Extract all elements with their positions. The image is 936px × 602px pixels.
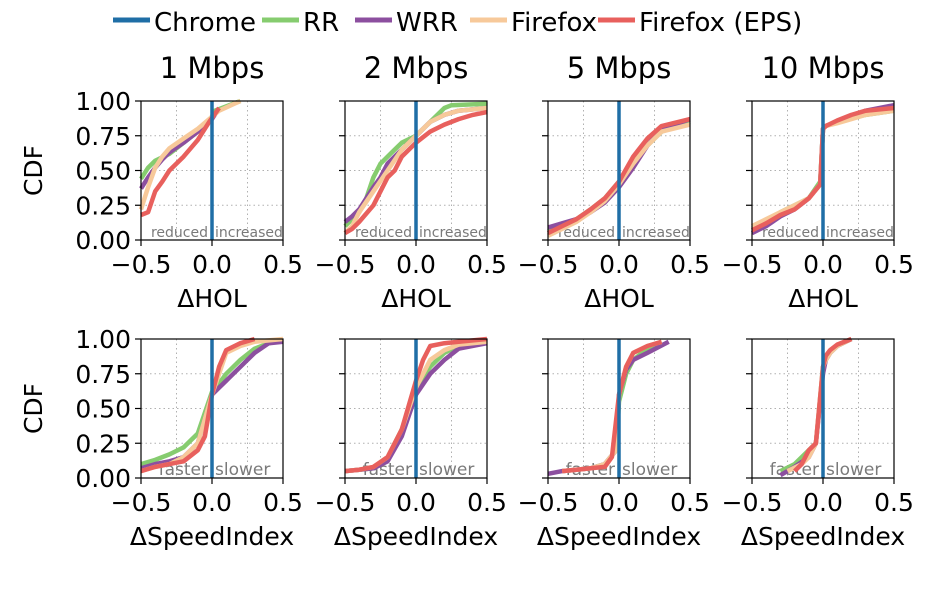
y-tick-label: 0.50 (75, 395, 131, 424)
x-tick-label: −0.5 (111, 250, 172, 279)
x-tick-label: −0.5 (722, 250, 783, 279)
x-axis-label: ΔHOL (788, 284, 858, 313)
y-tick-label: 0.50 (75, 157, 131, 186)
x-axis-label: ΔHOL (584, 284, 654, 313)
x-tick-label: 0.0 (396, 488, 436, 517)
x-tick-label: 0.5 (467, 488, 507, 517)
region-label-right: slower (419, 460, 474, 480)
region-label-right: increased (215, 225, 283, 241)
x-axis-label: ΔHOL (381, 284, 451, 313)
region-label-right: slower (215, 460, 270, 480)
column-title: 5 Mbps (567, 51, 672, 85)
x-axis-label: ΔSpeedIndex (334, 522, 498, 551)
legend-label-0: Chrome (154, 8, 256, 38)
x-tick-label: 0.5 (263, 488, 303, 517)
x-tick-label: −0.5 (518, 488, 579, 517)
panel-r0-c1: 2 Mbps reduced increased −0.5 0.0 0.5 ΔHOL (315, 51, 507, 313)
x-tick-label: 0.5 (874, 488, 914, 517)
x-tick-label: −0.5 (315, 250, 376, 279)
x-tick-label: 0.0 (599, 250, 639, 279)
x-tick-label: 0.0 (803, 488, 843, 517)
x-tick-label: 0.5 (263, 250, 303, 279)
series-rr-line (780, 339, 851, 471)
legend: Chrome RR WRR Firefox Firefox (EPS) (113, 8, 802, 38)
y-axis-label: CDF (19, 383, 48, 434)
region-label-left: reduced (355, 225, 412, 241)
panel-r0-c3: 10 Mbps reduced increased −0.5 0.0 0.5 ΔHOL (722, 51, 914, 313)
x-axis-label: ΔHOL (177, 284, 247, 313)
column-title: 1 Mbps (160, 51, 265, 85)
y-tick-label: 0.75 (75, 122, 131, 151)
x-axis-label: ΔSpeedIndex (537, 522, 701, 551)
region-label-right: slower (826, 460, 881, 480)
series-firefox-eps-line (562, 342, 661, 471)
legend-label-4: Firefox (EPS) (639, 8, 802, 38)
series-wrr-line (548, 342, 669, 474)
region-label-left: reduced (151, 225, 208, 241)
x-axis-label: ΔSpeedIndex (741, 522, 905, 551)
legend-label-1: RR (303, 8, 339, 38)
column-title: 10 Mbps (761, 51, 884, 85)
y-tick-label: 1.00 (75, 87, 131, 116)
y-tick-label: 1.00 (75, 325, 131, 354)
x-axis-label: ΔSpeedIndex (130, 522, 294, 551)
region-label-right: increased (419, 225, 487, 241)
x-tick-label: 0.0 (192, 250, 232, 279)
x-tick-label: −0.5 (518, 250, 579, 279)
y-tick-label: 0.75 (75, 360, 131, 389)
legend-label-2: WRR (396, 8, 458, 38)
x-tick-label: −0.5 (722, 488, 783, 517)
x-tick-label: 0.0 (599, 488, 639, 517)
x-tick-label: 0.0 (192, 488, 232, 517)
legend-label-3: Firefox (511, 8, 597, 38)
cdf-figure: Chrome RR WRR Firefox Firefox (EPS) 1 Mbps red… (0, 0, 936, 602)
x-tick-label: 0.5 (874, 250, 914, 279)
x-tick-label: 0.5 (467, 250, 507, 279)
x-tick-label: 0.5 (670, 250, 710, 279)
x-tick-label: −0.5 (111, 488, 172, 517)
column-title: 2 Mbps (364, 51, 469, 85)
x-tick-label: 0.0 (803, 250, 843, 279)
x-tick-label: −0.5 (315, 488, 376, 517)
region-label-right: slower (622, 460, 677, 480)
y-tick-label: 0.25 (75, 429, 131, 458)
region-label-left: reduced (762, 225, 819, 241)
y-tick-label: 0.25 (75, 191, 131, 220)
region-label-right: increased (622, 225, 690, 241)
x-tick-label: 0.0 (396, 250, 436, 279)
x-tick-label: 0.5 (670, 488, 710, 517)
series-firefox-eps-line (141, 339, 255, 471)
series-wrr-line (780, 339, 851, 475)
region-label-right: increased (826, 225, 894, 241)
y-axis-label: CDF (19, 145, 48, 196)
